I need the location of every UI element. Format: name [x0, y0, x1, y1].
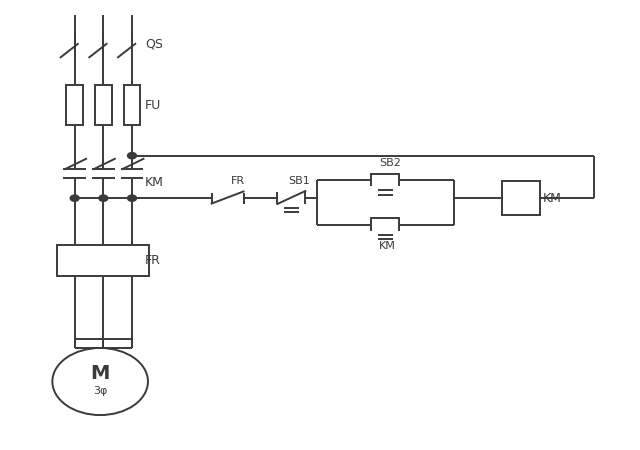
Text: 3φ: 3φ [93, 387, 108, 396]
Circle shape [70, 195, 79, 201]
Circle shape [99, 195, 108, 201]
Bar [57, 245, 149, 276]
Bar [124, 86, 140, 125]
Circle shape [52, 348, 148, 415]
Text: KM: KM [379, 241, 396, 251]
Text: M: M [90, 364, 110, 383]
Bar [67, 86, 83, 125]
Text: FR: FR [231, 176, 245, 186]
Text: SB1: SB1 [288, 176, 310, 186]
Text: QS: QS [145, 37, 163, 50]
Text: SB2: SB2 [379, 158, 401, 168]
Circle shape [127, 153, 136, 159]
Text: KM: KM [543, 192, 562, 205]
Text: KM: KM [145, 176, 164, 189]
Circle shape [127, 195, 136, 201]
Text: FU: FU [145, 99, 161, 112]
Bar [502, 181, 540, 215]
Bar [95, 86, 111, 125]
Text: FR: FR [145, 254, 161, 267]
